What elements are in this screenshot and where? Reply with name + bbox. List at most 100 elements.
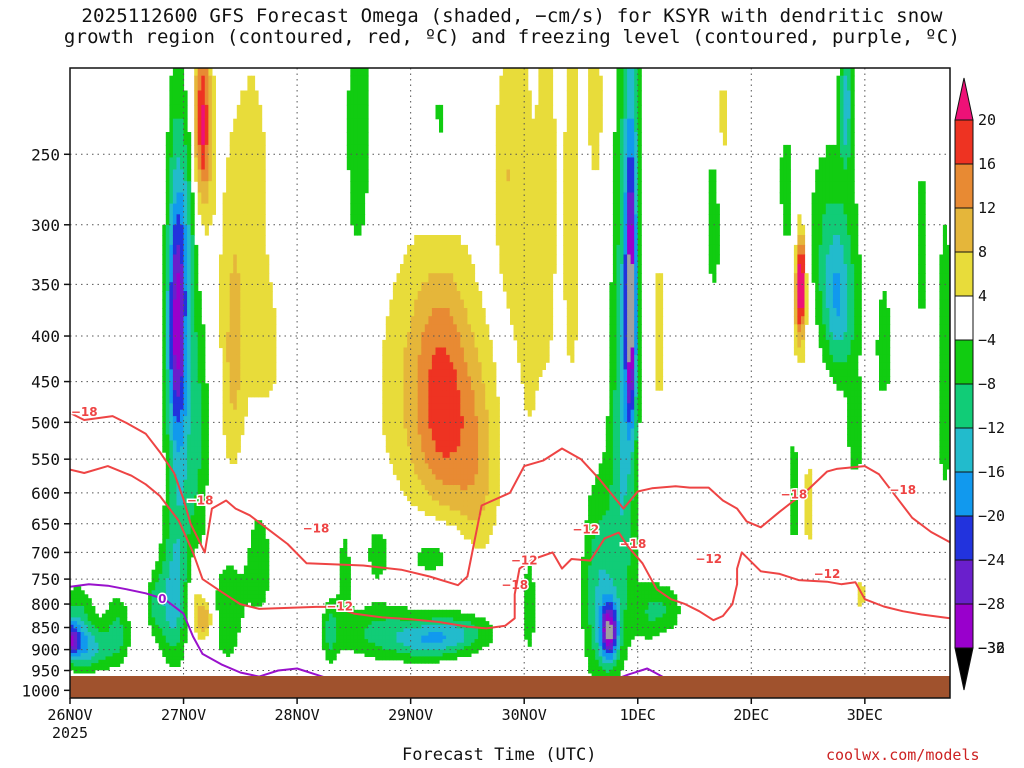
- omega-cell: [261, 132, 266, 146]
- omega-cell: [424, 500, 429, 507]
- omega-cell: [531, 273, 536, 283]
- omega-cell: [392, 609, 397, 615]
- omega-cell: [258, 556, 263, 562]
- omega-cell: [524, 609, 529, 615]
- omega-cell: [201, 463, 206, 470]
- omega-cell: [346, 635, 351, 640]
- omega-cell: [563, 235, 568, 246]
- omega-cell: [180, 479, 185, 486]
- omega-cell: [194, 621, 199, 626]
- omega-cell: [389, 452, 394, 459]
- omega-cell: [243, 565, 248, 571]
- omega-cell: [233, 422, 238, 429]
- omega-cell: [392, 403, 397, 411]
- omega-cell: [421, 282, 426, 292]
- omega-cell: [442, 457, 447, 464]
- omega-cell: [261, 169, 266, 182]
- omega-cell: [208, 157, 213, 171]
- omega-cell: [534, 332, 539, 341]
- omega-cell: [201, 452, 206, 459]
- omega-cell: [410, 422, 415, 429]
- omega-cell: [165, 299, 170, 309]
- omega-cell: [254, 332, 259, 341]
- omega-cell: [431, 282, 436, 292]
- omega-cell: [116, 617, 121, 622]
- omega-cell: [403, 659, 408, 664]
- omega-cell: [251, 273, 256, 283]
- omega-cell: [538, 244, 543, 256]
- omega-cell: [517, 132, 522, 146]
- omega-cell: [424, 495, 429, 502]
- omega-cell: [236, 118, 241, 133]
- omega-cell: [336, 602, 341, 607]
- omega-cell: [524, 573, 529, 579]
- omega-cell: [510, 273, 515, 283]
- omega-cell: [172, 144, 177, 158]
- omega-cell: [84, 649, 89, 654]
- omega-cell: [172, 362, 177, 370]
- omega-cell: [460, 362, 465, 370]
- omega-cell: [176, 235, 181, 246]
- omega-cell: [424, 649, 429, 654]
- omega-cell: [591, 628, 596, 633]
- omega-cell: [77, 598, 82, 603]
- omega-cell: [520, 104, 525, 120]
- omega-cell: [385, 628, 390, 633]
- omega-cell: [588, 649, 593, 654]
- omega-cell: [435, 495, 440, 502]
- omega-cell: [261, 525, 266, 531]
- omega-cell: [485, 347, 490, 356]
- omega-cell: [410, 621, 415, 626]
- omega-cell: [463, 316, 468, 325]
- omega-cell: [417, 428, 422, 436]
- omega-cell: [378, 606, 383, 611]
- omega-cell: [563, 157, 568, 171]
- omega-cell: [421, 347, 426, 356]
- omega-cell: [442, 316, 447, 325]
- omega-cell: [524, 224, 529, 236]
- omega-cell: [453, 383, 458, 391]
- omega-cell: [453, 347, 458, 356]
- omega-cell: [375, 543, 380, 549]
- omega-cell: [265, 347, 270, 356]
- omega-cell: [534, 132, 539, 146]
- omega-cell: [414, 463, 419, 470]
- omega-cell: [172, 446, 177, 453]
- omega-cell: [240, 157, 245, 171]
- omega-cell: [222, 598, 227, 603]
- omega-cell: [403, 653, 408, 657]
- omega-cell: [187, 446, 192, 453]
- omega-cell: [73, 656, 78, 661]
- omega-cell: [378, 653, 383, 657]
- omega-cell: [382, 369, 387, 377]
- omega-cell: [378, 628, 383, 633]
- omega-cell: [190, 479, 195, 486]
- omega-cell: [428, 409, 433, 417]
- omega-cell: [424, 609, 429, 615]
- omega-cell: [265, 324, 270, 333]
- omega-cell: [233, 457, 238, 464]
- omega-cell: [258, 383, 263, 391]
- omega-cell: [176, 463, 181, 470]
- omega-cell: [176, 428, 181, 436]
- omega-cell: [407, 474, 412, 481]
- omega-cell: [190, 396, 195, 404]
- omega-cell: [187, 457, 192, 464]
- omega-cell: [226, 646, 231, 651]
- omega-cell: [446, 369, 451, 377]
- omega-cell: [424, 324, 429, 333]
- omega-cell: [410, 339, 415, 349]
- omega-cell: [435, 659, 440, 664]
- omega-cell: [478, 485, 483, 491]
- omega-cell: [364, 649, 369, 654]
- omega-cell: [417, 621, 422, 626]
- omega-cell: [194, 457, 199, 464]
- omega-cell: [194, 440, 199, 447]
- omega-cell: [442, 515, 447, 521]
- omega-cell: [247, 244, 252, 256]
- omega-cell: [226, 376, 231, 384]
- omega-cell: [435, 362, 440, 370]
- omega-cell: [541, 68, 546, 77]
- omega-cell: [538, 118, 543, 133]
- omega-cell: [183, 273, 188, 283]
